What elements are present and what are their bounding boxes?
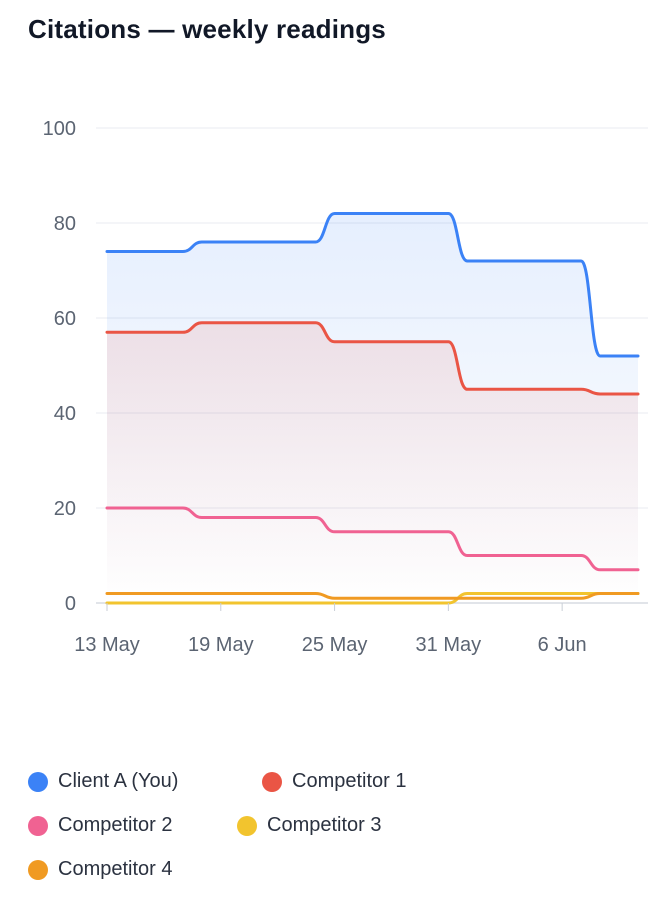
y-tick-label: 60 (54, 308, 76, 330)
legend-swatch (237, 815, 257, 836)
x-tick-label: 13 May (74, 634, 140, 656)
legend-item-competitor-4[interactable]: Competitor 4 (28, 858, 173, 881)
legend-item-client-a-you[interactable]: Client A (You) (28, 770, 178, 793)
legend-label: Competitor 1 (292, 770, 407, 792)
series-line-client-a-you[interactable] (105, 212, 640, 358)
legend-label: Competitor 2 (58, 814, 173, 836)
legend-label: Competitor 4 (58, 858, 173, 880)
y-tick-label: 0 (65, 593, 76, 615)
x-axis: 13 May 19 May 25 May 31 May 6 Jun (74, 603, 587, 656)
legend-item-competitor-2[interactable]: Competitor 2 (28, 814, 173, 837)
x-tick-label: 31 May (416, 634, 482, 656)
series-line-competitor-2[interactable] (105, 506, 640, 572)
series-lines (105, 212, 640, 605)
legend-label: Competitor 3 (267, 814, 382, 836)
y-tick-label: 100 (43, 118, 76, 140)
y-axis: 0 20 40 60 80 100 (43, 118, 76, 615)
line-chart: 0 20 40 60 80 100 13 May 19 May 25 May 31 May 6 J… (43, 118, 648, 656)
legend-swatch (28, 815, 48, 836)
legend-item-competitor-3[interactable]: Competitor 3 (237, 814, 382, 837)
legend-swatch (28, 859, 48, 880)
series-line-competitor-4[interactable] (105, 591, 640, 600)
y-tick-label: 80 (54, 213, 76, 235)
legend-item-competitor-1[interactable]: Competitor 1 (262, 770, 407, 793)
legend-swatch (262, 771, 282, 792)
legend-swatch (28, 771, 48, 792)
y-tick-label: 40 (54, 403, 76, 425)
x-tick-label: 25 May (302, 634, 368, 656)
series-area-competitor-1 (107, 322, 638, 603)
series-line-competitor-3[interactable] (105, 591, 640, 605)
chart-title: Citations — weekly readings (28, 14, 386, 44)
legend-label: Client A (You) (58, 770, 179, 792)
series-line-competitor-1[interactable] (105, 321, 640, 396)
series-areas (107, 213, 638, 603)
x-tick-label: 6 Jun (538, 634, 587, 656)
x-tick-label: 19 May (188, 634, 254, 656)
y-tick-label: 20 (54, 498, 76, 520)
